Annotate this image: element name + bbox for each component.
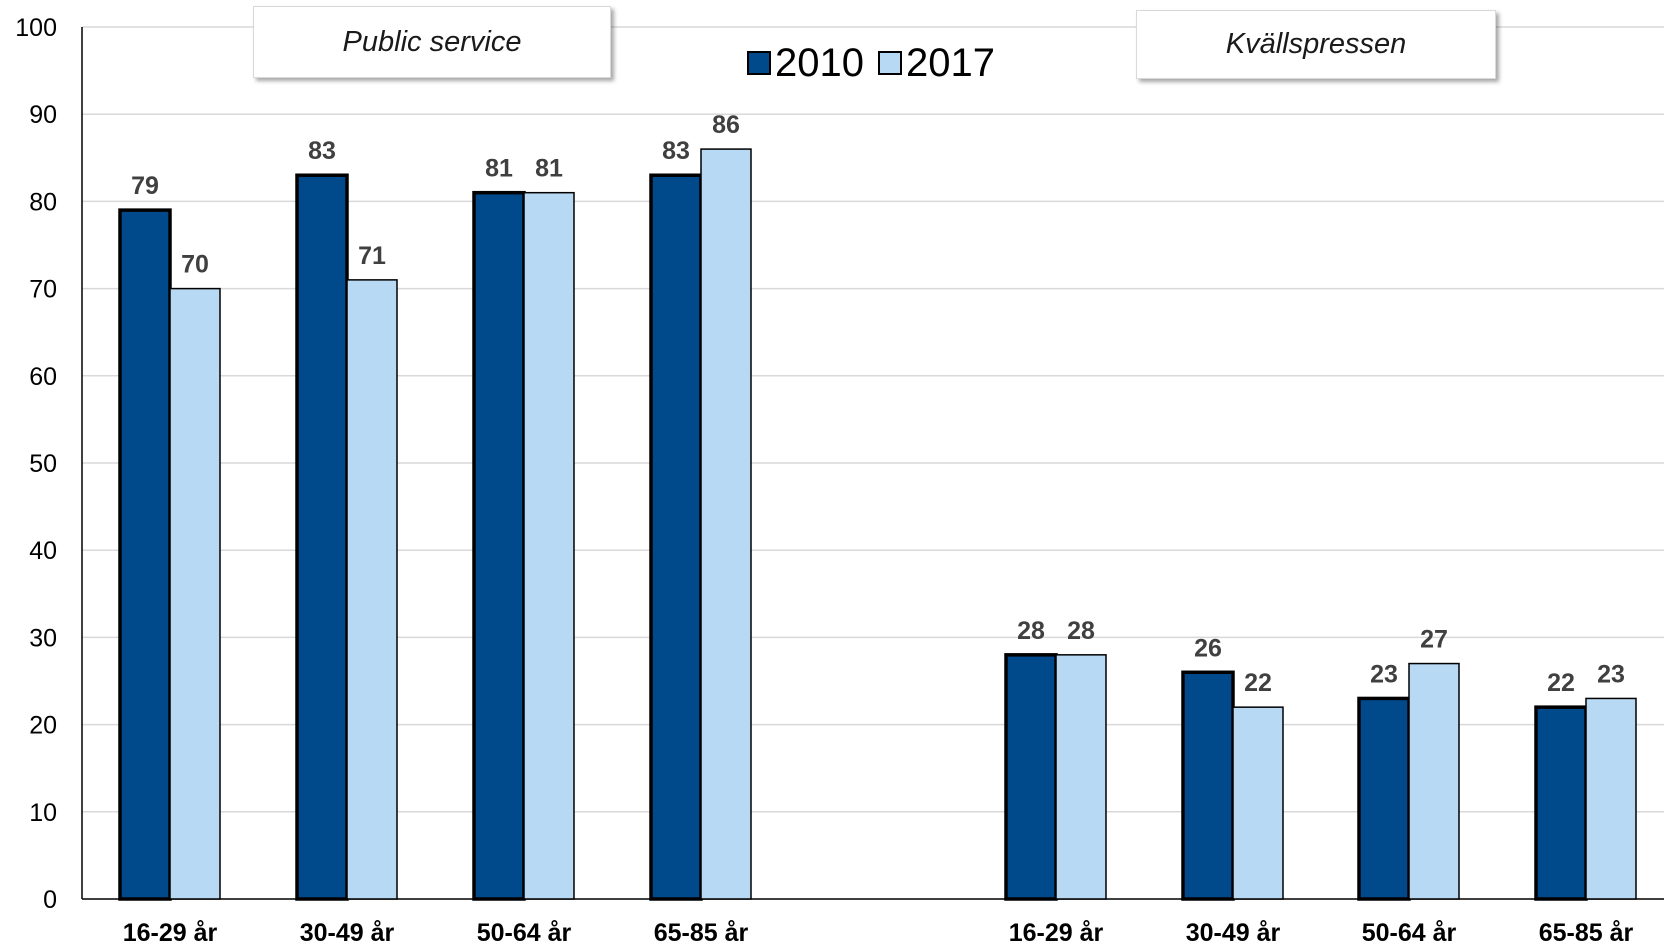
data-label: 81 <box>485 155 513 183</box>
bar-2010 <box>118 208 172 901</box>
x-category-label: 65-85 år <box>654 919 749 947</box>
data-label: 70 <box>181 251 209 279</box>
x-category-label: 30-49 år <box>300 919 395 947</box>
bar-2010 <box>472 190 526 901</box>
data-label: 83 <box>308 137 336 165</box>
bar-2010 <box>649 173 703 901</box>
legend-label-2017: 2017 <box>905 40 995 85</box>
legend-swatch-2010 <box>747 51 771 75</box>
y-tick-label: 40 <box>29 537 57 565</box>
y-tick-label: 20 <box>29 712 57 740</box>
x-category-label: 50-64 år <box>477 919 572 947</box>
data-label: 22 <box>1547 669 1575 697</box>
panel-label-public-service: Public service <box>253 6 611 78</box>
panel-label-text: Public service <box>342 25 522 58</box>
bar-2017 <box>1055 654 1107 900</box>
bars <box>118 148 1637 901</box>
bar-2010 <box>1534 705 1588 901</box>
y-tick-label: 50 <box>29 450 57 478</box>
y-tick-label: 70 <box>29 276 57 304</box>
data-labels: 79 70 83 71 81 81 83 86 28 28 26 22 23 27 22 23 <box>131 111 1625 697</box>
y-tick-label: 60 <box>29 363 57 391</box>
y-tick-label: 0 <box>43 886 57 914</box>
bar-2017 <box>346 279 398 900</box>
data-label: 26 <box>1194 634 1222 662</box>
data-label: 27 <box>1420 626 1448 654</box>
legend: 2010 2017 <box>747 38 1009 88</box>
y-tick-label: 80 <box>29 188 57 216</box>
data-label: 23 <box>1597 660 1625 688</box>
x-category-label: 30-49 år <box>1186 919 1281 947</box>
data-label: 86 <box>712 111 740 139</box>
bar-2017 <box>700 148 752 900</box>
legend-item-2017: 2017 <box>877 40 995 86</box>
x-category-label: 16-29 år <box>123 919 218 947</box>
legend-swatch-2017 <box>877 51 902 75</box>
x-category-label: 50-64 år <box>1362 919 1457 947</box>
x-category-label: 16-29 år <box>1009 919 1104 947</box>
panel-label-text: Kvällspressen <box>1225 28 1407 60</box>
bar-2017 <box>1408 662 1460 900</box>
bar-2017 <box>1585 697 1637 900</box>
data-label: 28 <box>1067 617 1095 645</box>
bar-2010 <box>295 173 349 901</box>
y-tick-label: 10 <box>29 799 57 827</box>
bar-2017 <box>523 191 575 900</box>
legend-item-2010: 2010 <box>747 41 864 86</box>
bar-2017 <box>1232 706 1284 900</box>
bar-2010 <box>1181 670 1235 901</box>
y-tick-label: 100 <box>15 14 57 42</box>
data-label: 79 <box>131 172 159 200</box>
bar-2017 <box>169 287 221 900</box>
y-tick-label: 30 <box>29 624 57 652</box>
bar-2010 <box>1357 696 1411 901</box>
y-tick-label: 90 <box>29 101 57 129</box>
data-label: 83 <box>662 137 690 165</box>
legend-label-2010: 2010 <box>775 40 864 85</box>
data-label: 81 <box>535 155 563 183</box>
y-axis: 0 10 20 30 40 50 60 70 80 90 100 <box>15 14 1664 914</box>
panel-label-kvallspressen: Kvällspressen <box>1136 10 1496 79</box>
data-label: 23 <box>1370 660 1398 688</box>
x-category-label: 65-85 år <box>1539 919 1634 947</box>
data-label: 71 <box>358 242 386 270</box>
x-axis-category-labels: 16-29 år 30-49 år 50-64 år 65-85 år 16-29 år… <box>123 919 1634 947</box>
data-label: 28 <box>1017 617 1045 645</box>
bar-2010 <box>1004 653 1058 901</box>
data-label: 22 <box>1244 669 1272 697</box>
